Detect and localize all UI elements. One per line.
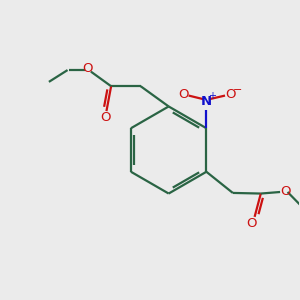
Text: −: −: [233, 85, 242, 95]
Text: N: N: [201, 95, 212, 108]
Text: O: O: [178, 88, 188, 101]
Text: O: O: [82, 62, 93, 75]
Text: O: O: [280, 184, 290, 198]
Text: O: O: [100, 112, 111, 124]
Text: O: O: [225, 88, 236, 101]
Text: +: +: [208, 91, 216, 101]
Text: O: O: [246, 217, 257, 230]
